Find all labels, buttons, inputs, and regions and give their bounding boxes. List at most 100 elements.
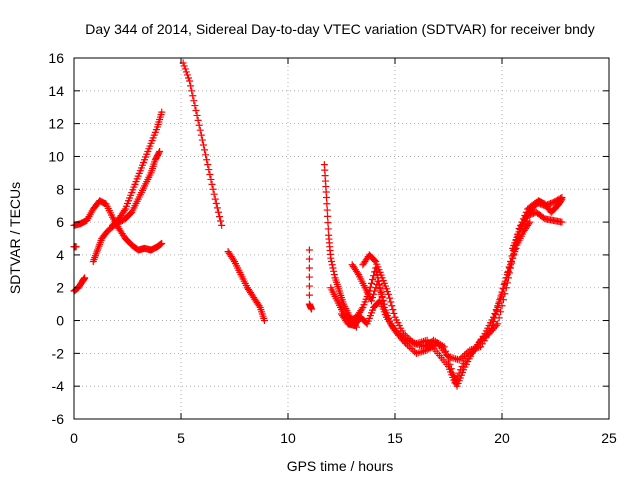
y-tick-label: 6 — [56, 214, 64, 230]
data-point-marker — [209, 185, 217, 193]
data-point-marker — [216, 213, 224, 221]
data-point-marker — [329, 264, 337, 272]
data-point-marker — [260, 317, 268, 325]
y-tick-label: 8 — [56, 181, 64, 197]
data-point-marker — [197, 131, 205, 139]
data-point-marker — [305, 255, 313, 263]
data-point-marker — [452, 376, 460, 384]
data-point-marker — [217, 217, 225, 225]
data-point-marker — [192, 107, 200, 115]
data-point-marker — [198, 136, 206, 144]
data-point-marker — [494, 320, 502, 328]
tick-marks — [73, 57, 610, 420]
data-point-marker — [305, 273, 313, 281]
data-point-marker — [186, 77, 194, 85]
data-point-marker — [457, 366, 465, 374]
y-tick-label: 2 — [56, 280, 64, 296]
x-tick-label: 0 — [70, 430, 78, 446]
x-tick-label: 15 — [387, 430, 403, 446]
data-point-marker — [308, 305, 316, 313]
y-tick-label: -6 — [52, 411, 65, 427]
data-point-marker — [182, 68, 190, 76]
data-point-marker — [508, 252, 516, 260]
data-point-marker — [508, 259, 516, 267]
data-point-marker — [385, 290, 393, 298]
data-point-marker — [205, 166, 213, 174]
data-point-marker — [305, 264, 313, 272]
data-point-marker — [187, 82, 195, 90]
y-tick-labels: -6 -4 -2 0 2 4 6 8 10 12 14 16 — [48, 50, 64, 427]
data-point-marker — [370, 290, 378, 298]
data-point-marker — [324, 219, 332, 227]
data-point-marker — [442, 347, 450, 355]
x-tick-label: 25 — [601, 430, 617, 446]
data-point-marker — [495, 298, 503, 306]
data-point-marker — [354, 269, 362, 277]
series-track-a — [70, 197, 166, 254]
data-point-marker — [455, 369, 463, 377]
data-point-marker — [181, 65, 189, 73]
chart-title: Day 344 of 2014, Sidereal Day-to-day VTE… — [85, 21, 594, 37]
data-point-marker — [558, 218, 566, 226]
series-track-g — [224, 248, 268, 325]
data-point-marker — [191, 102, 199, 110]
data-markers — [70, 59, 566, 390]
y-tick-label: 14 — [48, 83, 64, 99]
data-point-marker — [558, 195, 566, 203]
data-point-marker — [229, 256, 237, 264]
data-point-marker — [380, 300, 388, 308]
data-point-marker — [440, 343, 448, 351]
data-point-marker — [367, 297, 375, 305]
data-point-marker — [255, 302, 263, 310]
data-point-marker — [180, 62, 188, 70]
data-point-marker — [499, 285, 507, 293]
data-point-marker — [81, 274, 89, 282]
data-point-marker — [184, 74, 192, 82]
series-track-m — [509, 195, 566, 252]
data-point-marker — [507, 257, 515, 265]
data-point-marker — [390, 309, 398, 317]
series-track-n — [348, 261, 388, 308]
data-point-marker — [120, 207, 128, 215]
y-tick-label: 10 — [48, 148, 64, 164]
data-point-marker — [489, 313, 497, 321]
data-point-marker — [371, 287, 379, 295]
data-point-marker — [367, 279, 375, 287]
data-point-marker — [210, 190, 218, 198]
data-point-marker — [214, 208, 222, 216]
data-point-marker — [305, 246, 313, 254]
x-axis-title: GPS time / hours — [287, 458, 394, 474]
data-point-marker — [212, 199, 220, 207]
data-point-marker — [323, 200, 331, 208]
data-point-marker — [201, 146, 209, 154]
data-point-marker — [324, 225, 332, 233]
data-point-marker — [207, 175, 215, 183]
y-tick-label: 4 — [56, 247, 64, 263]
series-track-l — [338, 193, 566, 387]
data-point-marker — [323, 206, 331, 214]
data-point-marker — [501, 279, 509, 287]
data-point-marker — [505, 263, 513, 271]
data-point-marker — [324, 212, 332, 220]
data-point-marker — [188, 87, 196, 95]
data-point-marker — [502, 274, 510, 282]
series-track-d — [109, 108, 166, 229]
data-point-marker — [557, 196, 565, 204]
x-tick-label: 10 — [280, 430, 296, 446]
y-tick-label: 12 — [48, 116, 64, 132]
data-point-marker — [378, 292, 386, 300]
data-point-marker — [194, 116, 202, 124]
x-tick-labels: 0 5 10 15 20 25 — [70, 430, 617, 446]
data-point-marker — [376, 285, 384, 293]
data-point-marker — [203, 156, 211, 164]
data-point-marker — [156, 148, 164, 156]
data-point-marker — [199, 141, 207, 149]
data-point-marker — [183, 71, 191, 79]
data-point-marker — [379, 296, 387, 304]
data-point-marker — [504, 268, 512, 276]
plot-frame — [73, 57, 610, 420]
data-point-marker — [458, 362, 466, 370]
data-point-marker — [213, 204, 221, 212]
data-point-marker — [202, 151, 210, 159]
